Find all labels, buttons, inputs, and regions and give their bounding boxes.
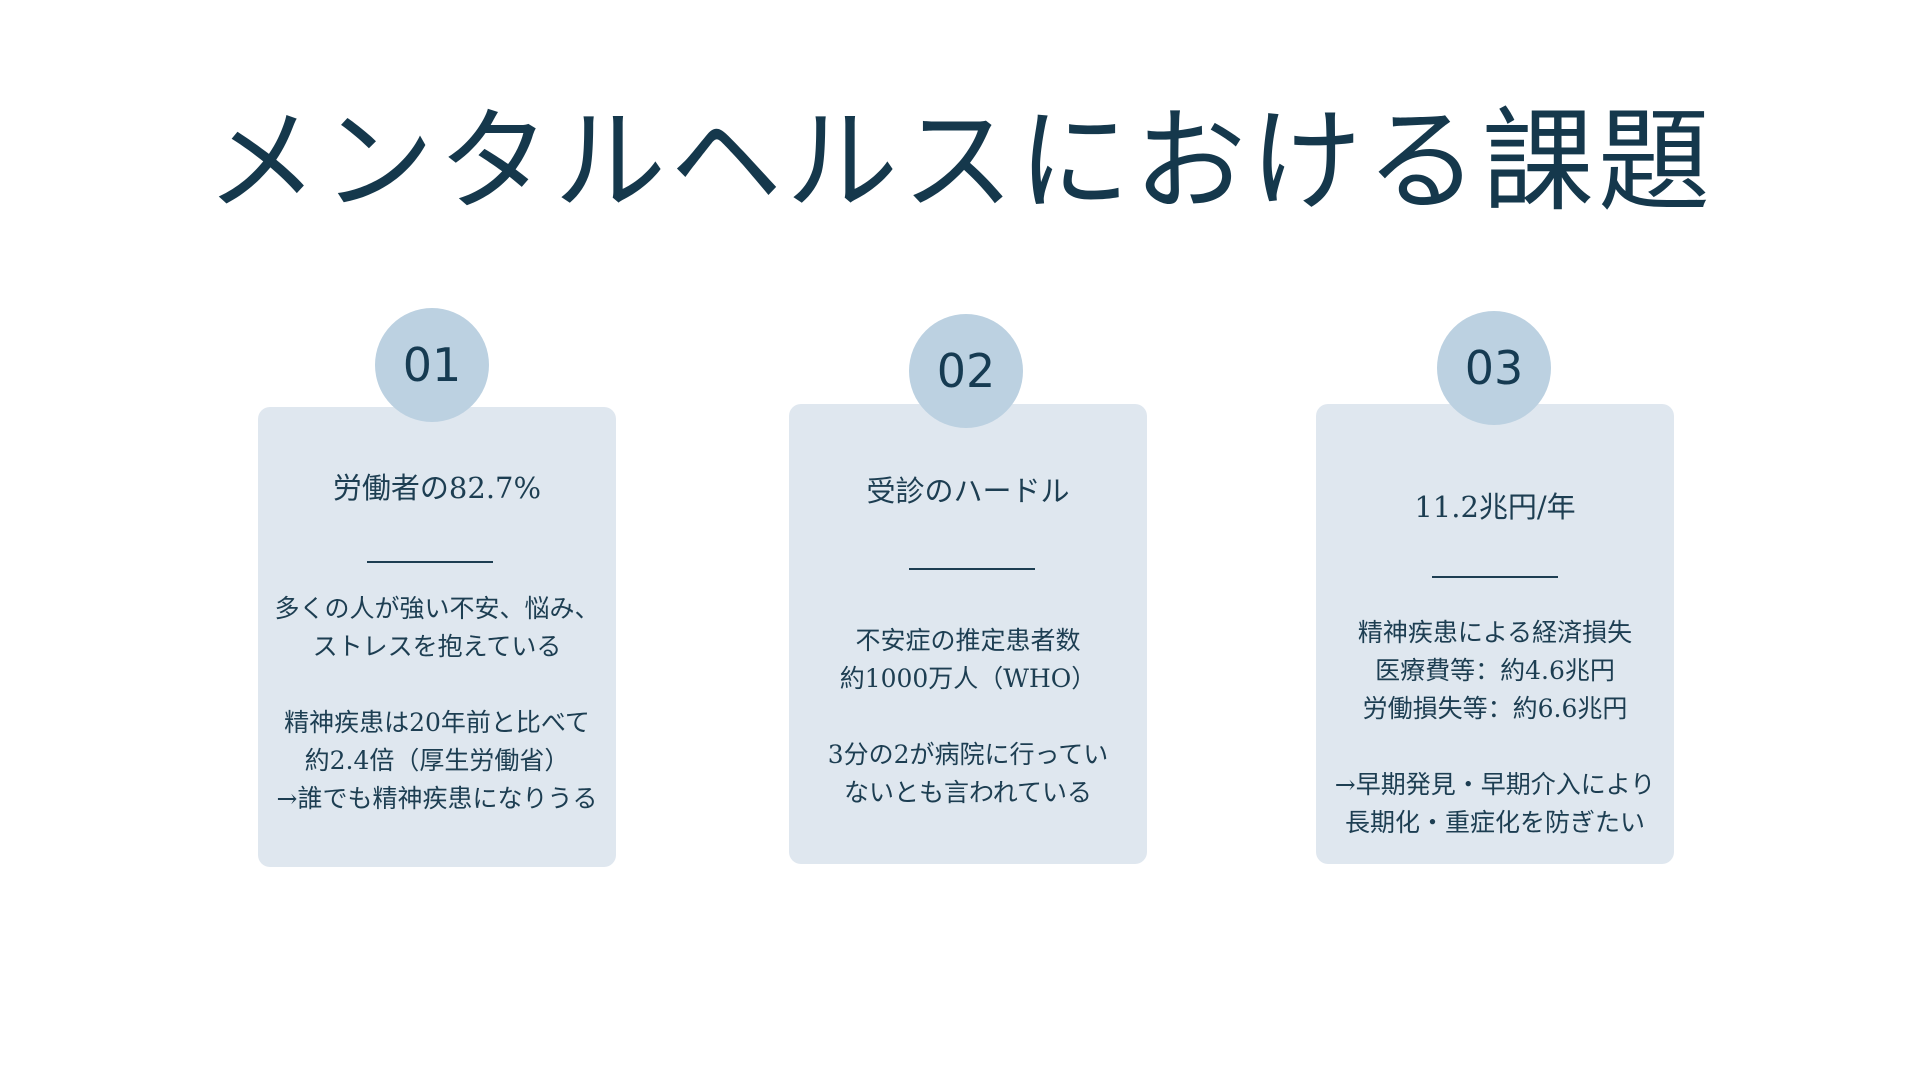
paragraph-gap [246, 666, 628, 704]
card-body: 不安症の推定患者数 約1000万人（WHO） 3分の2が病院に行ってい ないとも… [777, 622, 1159, 812]
card-line: 多くの人が強い不安、悩み、 [274, 594, 600, 623]
card-heading: 労働者の82.7% [332, 471, 542, 505]
card-line: 長期化・重症化を防ぎたい [1344, 808, 1645, 837]
card-line: 医療費等：約4.6兆円 [1375, 656, 1615, 685]
issue-card-2: 受診のハードル 不安症の推定患者数 約1000万人（WHO） 3分の2が病院に行… [789, 404, 1147, 864]
card-line: ないとも言われている [843, 778, 1092, 807]
card-line: 約1000万人（WHO） [839, 664, 1097, 693]
paragraph-gap [1304, 728, 1686, 766]
card-line: 3分の2が病院に行ってい [827, 740, 1109, 769]
issue-card-3: 11.2兆円/年 精神疾患による経済損失 医療費等：約4.6兆円 労働損失等：約… [1316, 404, 1674, 864]
card-divider [1432, 576, 1558, 578]
card-heading: 受診のハードル [866, 474, 1070, 508]
card-line: ストレスを抱えている [312, 632, 562, 661]
card-body: 多くの人が強い不安、悩み、 ストレスを抱えている 精神疾患は20年前と比べて 約… [246, 590, 628, 818]
number-badge-1: 01 [375, 308, 489, 422]
card-line: 精神疾患による経済損失 [1357, 618, 1633, 647]
card-line: 精神疾患は20年前と比べて [284, 708, 590, 737]
number-badge-3: 03 [1437, 311, 1551, 425]
card-body: 精神疾患による経済損失 医療費等：約4.6兆円 労働損失等：約6.6兆円 →早期… [1304, 614, 1686, 842]
card-divider [909, 568, 1035, 570]
card-line: 労働損失等：約6.6兆円 [1362, 694, 1628, 723]
card-divider [367, 561, 493, 563]
card-line: →誰でも精神疾患になりうる [276, 784, 598, 813]
page-title: メンタルヘルスにおける課題 [206, 97, 1714, 227]
issue-card-1: 労働者の82.7% 多くの人が強い不安、悩み、 ストレスを抱えている 精神疾患は… [258, 407, 616, 867]
card-line: →早期発見・早期介入により [1334, 770, 1656, 799]
paragraph-gap [777, 698, 1159, 736]
card-line: 不安症の推定患者数 [855, 626, 1081, 655]
card-line: 約2.4倍（厚生労働省） [304, 746, 570, 775]
number-badge-2: 02 [909, 314, 1023, 428]
card-heading: 11.2兆円/年 [1414, 490, 1576, 524]
